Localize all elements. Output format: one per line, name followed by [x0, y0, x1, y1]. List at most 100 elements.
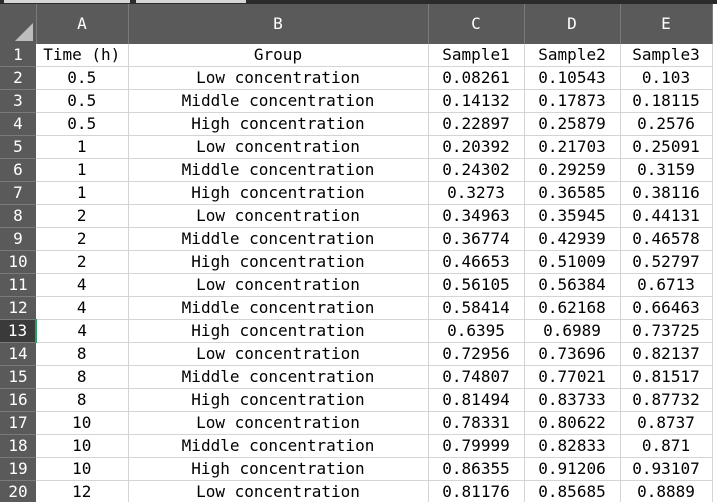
cell-e[interactable]: 0.18115	[620, 89, 713, 113]
cell-c[interactable]: 0.56105	[428, 273, 525, 297]
cell-d[interactable]: 0.73696	[524, 342, 621, 366]
row-header[interactable]: 4	[0, 112, 36, 136]
row-header[interactable]: 14	[0, 342, 36, 366]
cell-b[interactable]: High concentration	[128, 112, 429, 136]
cell-b[interactable]: Low concentration	[128, 411, 429, 435]
cell-b[interactable]: Low concentration	[128, 273, 429, 297]
cell-b[interactable]: High concentration	[128, 457, 429, 481]
cell-e[interactable]: 0.103	[620, 66, 713, 90]
cell-c[interactable]: 0.36774	[428, 227, 525, 251]
cell-a[interactable]: Time (h)	[36, 44, 129, 67]
row-header[interactable]: 17	[0, 411, 36, 435]
cell-a[interactable]: 4	[36, 319, 129, 343]
cell-c[interactable]: 0.46653	[428, 250, 525, 274]
cell-d[interactable]: 0.62168	[524, 296, 621, 320]
cell-d[interactable]: 0.77021	[524, 365, 621, 389]
cell-b[interactable]: Low concentration	[128, 135, 429, 159]
row-header[interactable]: 3	[0, 89, 36, 113]
cell-c[interactable]: 0.81494	[428, 388, 525, 412]
cell-b[interactable]: Group	[128, 44, 429, 67]
cell-b[interactable]: Middle concentration	[128, 434, 429, 458]
cell-e[interactable]: 0.8889	[620, 480, 713, 502]
cell-a[interactable]: 0.5	[36, 112, 129, 136]
column-header-b[interactable]: B	[128, 4, 429, 44]
cell-d[interactable]: 0.91206	[524, 457, 621, 481]
cell-e[interactable]: 0.66463	[620, 296, 713, 320]
row-header[interactable]: 11	[0, 273, 36, 297]
cell-e[interactable]: 0.93107	[620, 457, 713, 481]
cell-d[interactable]: 0.17873	[524, 89, 621, 113]
cell-e[interactable]: 0.871	[620, 434, 713, 458]
cell-d[interactable]: 0.21703	[524, 135, 621, 159]
column-header-c[interactable]: C	[428, 4, 525, 44]
cell-a[interactable]: 2	[36, 250, 129, 274]
cell-b[interactable]: High concentration	[128, 181, 429, 205]
cell-e[interactable]: 0.44131	[620, 204, 713, 228]
cell-d[interactable]: Sample2	[524, 44, 621, 67]
row-header[interactable]: 19	[0, 457, 36, 481]
cell-e[interactable]: 0.73725	[620, 319, 713, 343]
row-header[interactable]: 12	[0, 296, 36, 320]
cell-e[interactable]: 0.2576	[620, 112, 713, 136]
cell-b[interactable]: Middle concentration	[128, 227, 429, 251]
row-header[interactable]: 5	[0, 135, 36, 159]
cell-d[interactable]: 0.80622	[524, 411, 621, 435]
row-header[interactable]: 18	[0, 434, 36, 458]
row-header[interactable]: 10	[0, 250, 36, 274]
cell-a[interactable]: 12	[36, 480, 129, 502]
cell-a[interactable]: 4	[36, 273, 129, 297]
row-header[interactable]: 16	[0, 388, 36, 412]
sheet-tab-hint[interactable]	[4, 0, 130, 3]
row-header[interactable]: 8	[0, 204, 36, 228]
cell-d[interactable]: 0.36585	[524, 181, 621, 205]
select-all-button[interactable]	[0, 4, 37, 44]
cell-d[interactable]: 0.29259	[524, 158, 621, 182]
cell-a[interactable]: 1	[36, 181, 129, 205]
cell-d[interactable]: 0.35945	[524, 204, 621, 228]
cell-a[interactable]: 10	[36, 411, 129, 435]
cell-a[interactable]: 0.5	[36, 89, 129, 113]
row-header[interactable]: 6	[0, 158, 36, 182]
row-header[interactable]: 13	[0, 319, 37, 343]
cell-a[interactable]: 8	[36, 365, 129, 389]
cell-b[interactable]: Low concentration	[128, 204, 429, 228]
cell-c[interactable]: 0.3273	[428, 181, 525, 205]
cell-a[interactable]: 8	[36, 342, 129, 366]
cell-a[interactable]: 2	[36, 227, 129, 251]
cell-e[interactable]: 0.25091	[620, 135, 713, 159]
cell-b[interactable]: Middle concentration	[128, 296, 429, 320]
column-header-e[interactable]: E	[620, 4, 713, 44]
cell-b[interactable]: High concentration	[128, 250, 429, 274]
cell-b[interactable]: Middle concentration	[128, 158, 429, 182]
cell-b[interactable]: High concentration	[128, 388, 429, 412]
cell-a[interactable]: 10	[36, 457, 129, 481]
row-header[interactable]: 7	[0, 181, 36, 205]
row-header[interactable]: 9	[0, 227, 36, 251]
column-header-a[interactable]: A	[36, 4, 129, 44]
row-header[interactable]: 15	[0, 365, 36, 389]
cell-b[interactable]: Low concentration	[128, 342, 429, 366]
cell-e[interactable]: 0.87732	[620, 388, 713, 412]
cell-b[interactable]: High concentration	[128, 319, 429, 343]
cell-a[interactable]: 4	[36, 296, 129, 320]
cell-c[interactable]: 0.24302	[428, 158, 525, 182]
cell-a[interactable]: 10	[36, 434, 129, 458]
cell-d[interactable]: 0.6989	[524, 319, 621, 343]
row-header[interactable]: 1	[0, 44, 36, 67]
cell-e[interactable]: 0.6713	[620, 273, 713, 297]
column-header-d[interactable]: D	[524, 4, 621, 44]
cell-a[interactable]: 2	[36, 204, 129, 228]
cell-d[interactable]: 0.51009	[524, 250, 621, 274]
cell-e[interactable]: 0.38116	[620, 181, 713, 205]
cell-e[interactable]: 0.82137	[620, 342, 713, 366]
cell-c[interactable]: 0.58414	[428, 296, 525, 320]
row-header[interactable]: 20	[0, 480, 36, 502]
cell-a[interactable]: 0.5	[36, 66, 129, 90]
cell-c[interactable]: 0.79999	[428, 434, 525, 458]
cell-c[interactable]: 0.22897	[428, 112, 525, 136]
cell-b[interactable]: Middle concentration	[128, 89, 429, 113]
cell-a[interactable]: 1	[36, 158, 129, 182]
cell-c[interactable]: 0.74807	[428, 365, 525, 389]
cell-c[interactable]: Sample1	[428, 44, 525, 67]
cell-b[interactable]: Low concentration	[128, 66, 429, 90]
